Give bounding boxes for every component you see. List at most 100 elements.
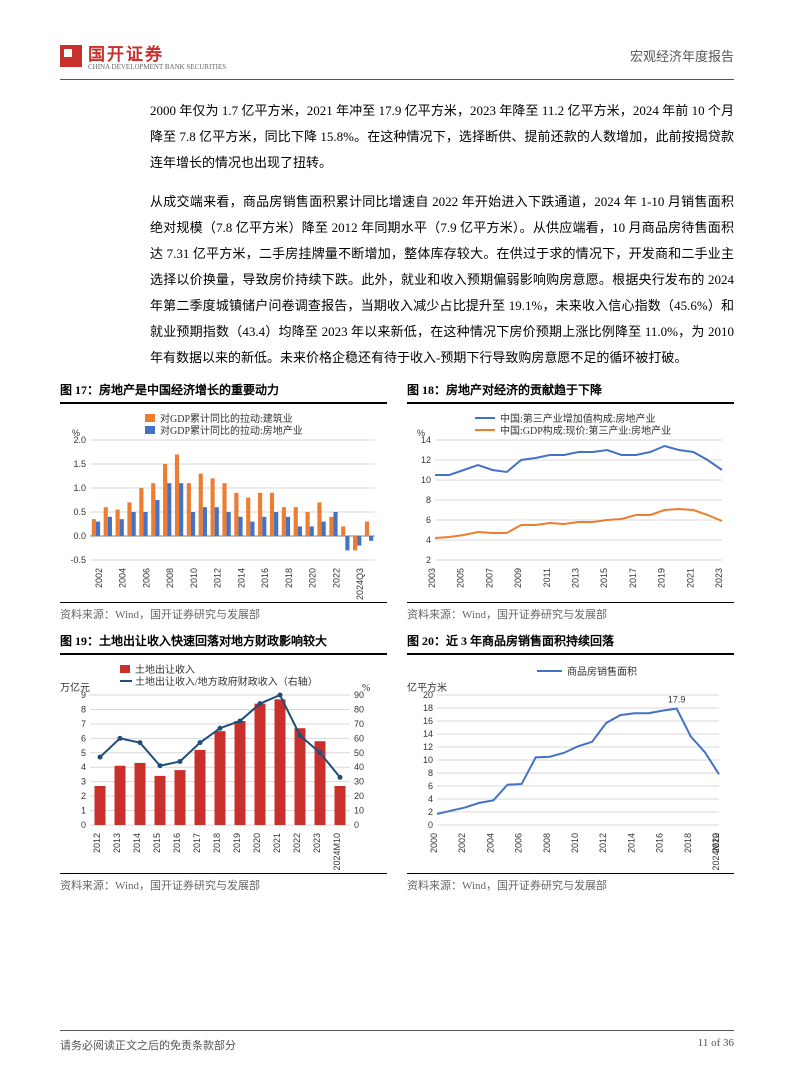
- svg-text:2002: 2002: [457, 833, 467, 853]
- svg-text:2: 2: [428, 807, 433, 817]
- charts-row-2: 图 19：土地出让收入快速回落对地方财政影响较大 土地出让收入土地出让收入/地方…: [60, 632, 734, 893]
- svg-text:2004: 2004: [118, 568, 128, 588]
- svg-text:20: 20: [423, 690, 433, 700]
- chart-19-svg: 土地出让收入土地出让收入/地方政府财政收入（右轴）万亿元%01234567890…: [60, 661, 380, 871]
- svg-text:2016: 2016: [655, 833, 665, 853]
- svg-text:20: 20: [354, 791, 364, 801]
- svg-text:0.0: 0.0: [73, 531, 86, 541]
- chart-19-title: 图 19：土地出让收入快速回落对地方财政影响较大: [60, 632, 387, 655]
- chart-17-block: 图 17：房地产是中国经济增长的重要动力 对GDP累计同比的拉动:建筑业对GDP…: [60, 381, 387, 622]
- svg-text:2022: 2022: [292, 833, 302, 853]
- svg-text:对GDP累计同比的拉动:建筑业: 对GDP累计同比的拉动:建筑业: [160, 412, 293, 425]
- svg-text:2010: 2010: [570, 833, 580, 853]
- svg-text:1.5: 1.5: [73, 459, 86, 469]
- svg-text:80: 80: [354, 704, 364, 714]
- report-type: 宏观经济年度报告: [630, 46, 734, 65]
- svg-text:2018: 2018: [284, 568, 294, 588]
- svg-text:2024M10: 2024M10: [332, 833, 342, 871]
- svg-text:2007: 2007: [484, 568, 494, 588]
- chart-18-svg: 中国:第三产业增加值构成:房地产业中国:GDP构成:现价:第三产业:房地产业%2…: [407, 410, 727, 600]
- svg-text:0.5: 0.5: [73, 507, 86, 517]
- svg-text:2021: 2021: [272, 833, 282, 853]
- svg-text:2017: 2017: [628, 568, 638, 588]
- svg-text:7: 7: [81, 719, 86, 729]
- svg-text:2012: 2012: [213, 568, 223, 588]
- svg-text:2012: 2012: [92, 833, 102, 853]
- svg-text:2011: 2011: [542, 568, 552, 587]
- svg-text:4: 4: [426, 535, 431, 545]
- svg-text:2019: 2019: [232, 833, 242, 853]
- chart-18-block: 图 18：房地产对经济的贡献趋于下降 中国:第三产业增加值构成:房地产业中国:G…: [407, 381, 734, 622]
- chart-18-title: 图 18：房地产对经济的贡献趋于下降: [407, 381, 734, 404]
- svg-text:17.9: 17.9: [668, 695, 686, 705]
- svg-text:14: 14: [421, 435, 431, 445]
- svg-text:30: 30: [354, 777, 364, 787]
- logo-text: 国开证券: [88, 40, 226, 65]
- svg-text:9: 9: [81, 690, 86, 700]
- svg-text:2008: 2008: [542, 833, 552, 853]
- svg-text:90: 90: [354, 690, 364, 700]
- page-footer: 请务必阅读正文之后的免责条款部分 11 of 36: [60, 1030, 734, 1053]
- svg-text:4: 4: [428, 794, 433, 804]
- svg-text:2017: 2017: [192, 833, 202, 853]
- svg-text:2021: 2021: [685, 568, 695, 588]
- paragraph-1: 2000 年仅为 1.7 亿平方米，2021 年冲至 17.9 亿平方米，202…: [60, 98, 734, 176]
- svg-text:2024Q3: 2024Q3: [355, 568, 365, 600]
- svg-text:2015: 2015: [599, 568, 609, 588]
- svg-text:6: 6: [426, 515, 431, 525]
- svg-text:2: 2: [81, 791, 86, 801]
- svg-text:2020: 2020: [308, 568, 318, 588]
- chart-17-source: 资料来源：Wind，国开证券研究与发展部: [60, 602, 387, 622]
- svg-text:2000: 2000: [429, 833, 439, 853]
- page-header: 国开证券 CHINA DEVELOPMENT BANK SECURITIES 宏…: [60, 40, 734, 80]
- svg-text:土地出让收入/地方政府财政收入（右轴）: 土地出让收入/地方政府财政收入（右轴）: [135, 675, 318, 688]
- chart-18-source: 资料来源：Wind，国开证券研究与发展部: [407, 602, 734, 622]
- svg-text:2006: 2006: [514, 833, 524, 853]
- svg-text:2009: 2009: [513, 568, 523, 588]
- svg-text:中国:第三产业增加值构成:房地产业: 中国:第三产业增加值构成:房地产业: [500, 412, 656, 425]
- svg-text:2014: 2014: [132, 833, 142, 853]
- svg-text:12: 12: [421, 455, 431, 465]
- svg-text:40: 40: [354, 762, 364, 772]
- svg-text:0: 0: [354, 820, 359, 830]
- svg-text:1: 1: [81, 806, 86, 816]
- logo-icon: [60, 45, 82, 67]
- svg-text:6: 6: [428, 781, 433, 791]
- svg-text:2010: 2010: [189, 568, 199, 588]
- svg-text:2004: 2004: [485, 833, 495, 853]
- svg-text:10: 10: [421, 475, 431, 485]
- chart-20-title: 图 20：近 3 年商品房销售面积持续回落: [407, 632, 734, 655]
- svg-text:2012: 2012: [598, 833, 608, 853]
- svg-text:2016: 2016: [260, 568, 270, 588]
- svg-text:2023: 2023: [312, 833, 322, 853]
- svg-text:2013: 2013: [571, 568, 581, 588]
- charts-row-1: 图 17：房地产是中国经济增长的重要动力 对GDP累计同比的拉动:建筑业对GDP…: [60, 381, 734, 622]
- svg-text:8: 8: [428, 768, 433, 778]
- svg-text:4: 4: [81, 762, 86, 772]
- svg-text:2014: 2014: [236, 568, 246, 588]
- svg-text:2018: 2018: [683, 833, 693, 853]
- chart-20-source: 资料来源：Wind，国开证券研究与发展部: [407, 873, 734, 893]
- svg-text:60: 60: [354, 733, 364, 743]
- svg-text:2019: 2019: [657, 568, 667, 588]
- svg-text:2013: 2013: [112, 833, 122, 853]
- svg-text:2005: 2005: [456, 568, 466, 588]
- footer-right: 11 of 36: [698, 1037, 734, 1053]
- svg-text:5: 5: [81, 748, 86, 758]
- svg-text:对GDP累计同比的拉动:房地产业: 对GDP累计同比的拉动:房地产业: [160, 424, 303, 437]
- svg-text:10: 10: [423, 755, 433, 765]
- svg-text:2018: 2018: [212, 833, 222, 853]
- svg-text:8: 8: [81, 704, 86, 714]
- svg-text:3: 3: [81, 777, 86, 787]
- svg-text:2: 2: [426, 555, 431, 565]
- svg-text:土地出让收入: 土地出让收入: [135, 663, 195, 676]
- svg-text:2006: 2006: [141, 568, 151, 588]
- svg-text:18: 18: [423, 703, 433, 713]
- svg-text:50: 50: [354, 748, 364, 758]
- svg-text:14: 14: [423, 729, 433, 739]
- svg-text:-0.5: -0.5: [70, 555, 86, 565]
- svg-text:70: 70: [354, 719, 364, 729]
- svg-text:1.0: 1.0: [73, 483, 86, 493]
- svg-text:8: 8: [426, 495, 431, 505]
- svg-text:2016: 2016: [172, 833, 182, 853]
